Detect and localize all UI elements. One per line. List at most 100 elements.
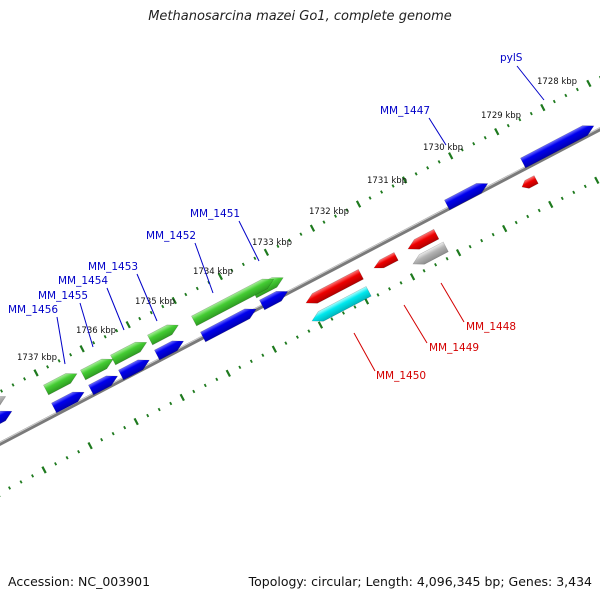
major-tick (33, 369, 39, 377)
minor-tick (560, 196, 564, 201)
mm1450-orf-gene[interactable] (303, 269, 364, 308)
minor-tick (261, 353, 265, 357)
major-tick (586, 79, 592, 88)
minor-tick (161, 304, 165, 309)
minor-tick (334, 214, 338, 218)
minor-tick (249, 359, 253, 364)
leader-line (516, 65, 545, 101)
minor-tick (391, 184, 395, 188)
minor-tick (552, 99, 556, 104)
minor-tick (100, 437, 104, 442)
major-tick (41, 466, 47, 474)
mm1454-gene[interactable] (110, 337, 149, 366)
minor-tick (192, 389, 196, 394)
leader-line (56, 316, 66, 365)
minor-tick (299, 232, 303, 236)
leader-line (440, 282, 465, 323)
label-leader-lines (56, 65, 545, 372)
minor-tick (345, 208, 349, 212)
mm1453-gene[interactable] (147, 320, 180, 346)
scale-label: 1737 kbp (17, 353, 57, 363)
minor-tick (426, 166, 430, 170)
minor-tick (380, 190, 384, 194)
minor-tick (287, 238, 291, 242)
scale-label: 1732 kbp (309, 207, 349, 217)
mm1451-orf-gene[interactable] (259, 287, 290, 311)
gene-label[interactable]: MM_1447 (380, 105, 430, 117)
minor-tick (414, 172, 418, 176)
minor-tick (195, 286, 199, 291)
minor-tick (341, 311, 345, 315)
topology-summary: Topology: circular; Length: 4,096,345 bp… (248, 574, 592, 589)
scale-label: 1730 kbp (423, 143, 463, 153)
pylS-gene[interactable] (520, 121, 596, 169)
major-tick (548, 200, 554, 209)
mm1455-orf-gene[interactable] (88, 371, 120, 396)
mm1449-gene[interactable] (372, 252, 399, 272)
minor-tick (146, 413, 150, 418)
major-tick (217, 272, 223, 281)
scale-label: 1735 kbp (135, 297, 175, 307)
gene-label[interactable]: MM_1451 (190, 208, 240, 220)
gene-labels: pylS MM_1447 MM_1451 MM_1452 MM_1453 MM_1454 M… (8, 52, 523, 382)
major-tick (494, 127, 500, 136)
gene-label[interactable]: pylS (500, 52, 523, 64)
gene-label[interactable]: MM_1455 (38, 290, 88, 302)
minor-tick (399, 281, 403, 285)
minor-tick (0, 389, 4, 393)
mm1452-orf-gene[interactable] (200, 304, 258, 343)
minor-tick (138, 316, 142, 321)
minor-tick (518, 117, 522, 122)
minor-tick (8, 486, 12, 490)
mm1456-gene[interactable] (43, 369, 79, 396)
mm1450-gene[interactable] (309, 286, 372, 325)
gene-label[interactable]: MM_1453 (88, 261, 138, 273)
mm1448-gene[interactable] (410, 241, 449, 269)
mm1447-gene[interactable] (444, 179, 490, 211)
mm1452-gene[interactable] (191, 274, 276, 327)
gene-label[interactable]: MM_1450 (376, 370, 426, 382)
mm1454-orf-gene[interactable] (118, 355, 151, 381)
major-tick (133, 417, 139, 426)
minor-tick (203, 383, 207, 388)
minor-tick (92, 340, 96, 345)
mm1448-small-gene[interactable] (520, 175, 539, 191)
minor-tick (376, 293, 380, 297)
left-edge-blue-gene[interactable] (0, 406, 14, 434)
genome-backbone (0, 126, 600, 447)
gene-label[interactable]: MM_1449 (429, 342, 479, 354)
leader-line (238, 220, 260, 262)
minor-tick (241, 262, 245, 267)
gene-label[interactable]: MM_1452 (146, 230, 196, 242)
major-tick (263, 248, 270, 256)
gene-features (0, 121, 596, 434)
minor-tick (57, 359, 61, 363)
mm1453-orf-gene[interactable] (154, 336, 186, 361)
minor-tick (169, 401, 173, 406)
major-tick (309, 224, 316, 232)
minor-tick (123, 425, 127, 430)
minor-tick (295, 335, 299, 339)
minor-tick (445, 256, 449, 261)
gene-label[interactable]: MM_1448 (466, 321, 516, 333)
mm1456-orf-gene[interactable] (51, 387, 86, 414)
mm1448-orf-gene[interactable] (405, 228, 440, 254)
scale-label: 1733 kbp (252, 238, 292, 248)
minor-tick (575, 87, 579, 92)
minor-tick (253, 256, 257, 261)
map-title: Methanosarcina mazei Go1, complete genom… (148, 9, 452, 24)
gene-label[interactable]: MM_1454 (58, 275, 108, 287)
major-tick (355, 200, 362, 208)
minor-tick (322, 220, 326, 224)
mm1455-gene[interactable] (80, 354, 115, 381)
major-tick (125, 320, 131, 329)
left-edge-gray-gene[interactable] (0, 392, 8, 416)
scale-label: 1729 kbp (481, 111, 521, 121)
major-tick (79, 345, 85, 353)
minor-tick (230, 268, 234, 273)
minor-tick (215, 377, 219, 382)
minor-tick (506, 123, 510, 128)
minor-tick (483, 135, 487, 140)
gene-label[interactable]: MM_1456 (8, 304, 58, 316)
